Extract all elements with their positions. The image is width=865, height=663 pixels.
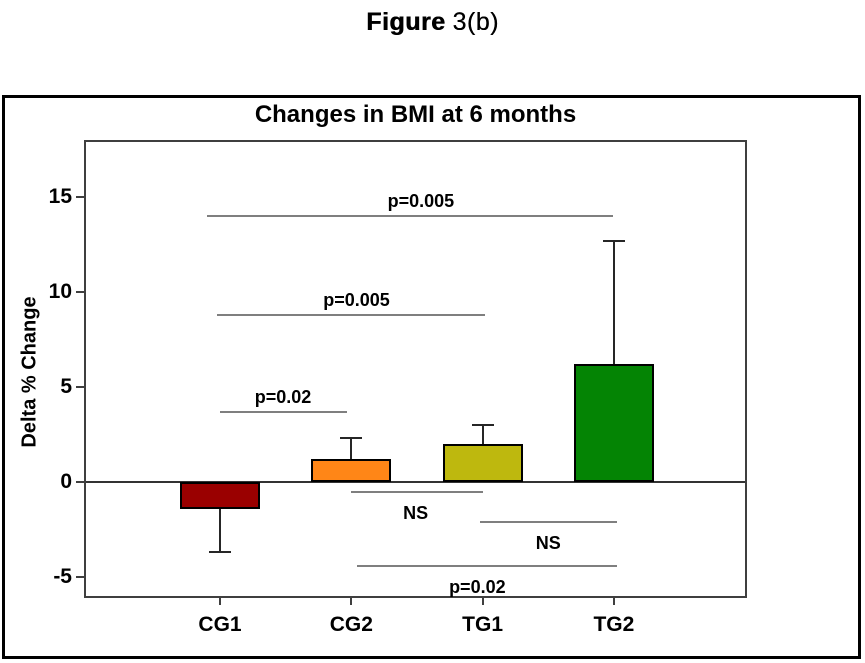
figure-title: Figure 3(b): [0, 8, 865, 37]
zero-line: [86, 481, 745, 484]
significance-line-3: [351, 490, 483, 493]
error-whisker-TG1: [481, 425, 484, 445]
significance-line-2: [220, 410, 348, 413]
y-tick-label: 15: [48, 185, 72, 209]
significance-label-5: p=0.02: [449, 576, 506, 597]
error-whisker-TG2: [612, 240, 615, 365]
error-cap-TG2: [602, 239, 625, 242]
outer-frame: Changes in BMI at 6 months Delta % Chang…: [2, 95, 861, 659]
x-tick-label: CG1: [198, 613, 242, 636]
y-tick: [76, 576, 85, 578]
x-tick: [350, 596, 353, 605]
error-cap-CG2: [340, 437, 363, 440]
y-tick-label: 0: [60, 470, 72, 494]
significance-label-2: p=0.02: [254, 386, 312, 407]
error-whisker-CG2: [350, 438, 353, 460]
x-tick: [481, 596, 484, 605]
significance-label-4: NS: [535, 532, 561, 553]
bar-TG2: [573, 364, 654, 483]
significance-line-0: [206, 215, 613, 218]
x-tick: [612, 596, 615, 605]
y-tick-label: -5: [53, 565, 72, 588]
y-axis-label: Delta % Change: [18, 296, 41, 448]
error-cap-TG1: [471, 424, 494, 427]
significance-label-3: NS: [403, 502, 429, 523]
figure-title-number: 3(b): [452, 8, 499, 36]
bar-CG1: [180, 482, 260, 509]
bar-TG1: [442, 444, 523, 483]
error-cap-CG1: [209, 551, 231, 554]
bar-CG2: [311, 459, 392, 482]
y-tick-label: 5: [60, 375, 72, 399]
y-tick: [76, 196, 85, 199]
plot-area: 15 10 5 0 -5 CG1 CG2 TG1 TG2 p=0.005 p=0.005 p=0.02…: [49, 140, 747, 636]
figure-title-word: Figure: [366, 8, 446, 36]
significance-line-1: [217, 313, 486, 316]
x-tick-label: CG2: [329, 613, 373, 636]
y-tick: [76, 386, 85, 389]
y-tick: [76, 291, 85, 294]
significance-line-5: [356, 564, 617, 567]
y-tick: [76, 481, 85, 484]
x-tick-label: TG2: [593, 613, 635, 636]
significance-label-1: p=0.005: [323, 289, 390, 310]
x-tick-label: TG1: [462, 613, 504, 636]
y-tick-label: 10: [48, 280, 72, 304]
chart-title: Changes in BMI at 6 months: [254, 101, 577, 128]
error-whisker-CG1: [219, 508, 221, 553]
significance-label-0: p=0.005: [387, 191, 455, 212]
x-tick: [219, 596, 221, 605]
significance-line-4: [479, 520, 617, 523]
